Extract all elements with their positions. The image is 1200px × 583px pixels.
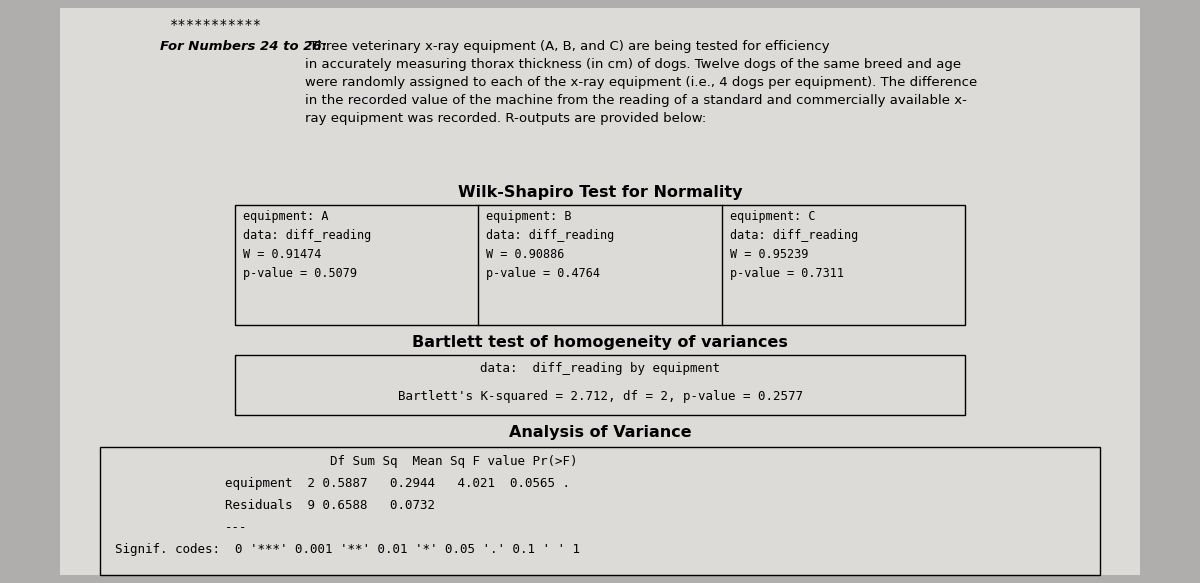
- Text: equipment: B
data: diff_reading
W = 0.90886
p-value = 0.4764: equipment: B data: diff_reading W = 0.90…: [486, 210, 614, 280]
- Text: equipment: A
data: diff_reading
W = 0.91474
p-value = 0.5079: equipment: A data: diff_reading W = 0.91…: [242, 210, 371, 280]
- Text: Analysis of Variance: Analysis of Variance: [509, 425, 691, 440]
- Text: Signif. codes:  0 '***' 0.001 '**' 0.01 '*' 0.05 '.' 0.1 ' ' 1: Signif. codes: 0 '***' 0.001 '**' 0.01 '…: [115, 543, 580, 556]
- Text: Bartlett's K-squared = 2.712, df = 2, p-value = 0.2577: Bartlett's K-squared = 2.712, df = 2, p-…: [397, 390, 803, 403]
- Text: Three veterinary x-ray equipment (A, B, and C) are being tested for efficiency
i: Three veterinary x-ray equipment (A, B, …: [305, 40, 977, 125]
- Text: For Numbers 24 to 26:: For Numbers 24 to 26:: [160, 40, 326, 53]
- Text: equipment  2 0.5887   0.2944   4.021  0.0565 .: equipment 2 0.5887 0.2944 4.021 0.0565 .: [226, 477, 570, 490]
- Text: equipment: C
data: diff_reading
W = 0.95239
p-value = 0.7311: equipment: C data: diff_reading W = 0.95…: [730, 210, 858, 280]
- Bar: [235, 205, 965, 325]
- Text: Bartlett test of homogeneity of variances: Bartlett test of homogeneity of variance…: [412, 335, 788, 350]
- Text: Residuals  9 0.6588   0.0732: Residuals 9 0.6588 0.0732: [226, 499, 436, 512]
- Bar: [235, 355, 965, 415]
- Text: Df Sum Sq  Mean Sq F value Pr(>F): Df Sum Sq Mean Sq F value Pr(>F): [256, 455, 577, 468]
- Bar: [100, 447, 1100, 575]
- Text: ---: ---: [226, 521, 247, 534]
- Text: Wilk-Shapiro Test for Normality: Wilk-Shapiro Test for Normality: [457, 185, 743, 200]
- Text: ***********: ***********: [170, 18, 262, 32]
- Text: data:  diff_reading by equipment: data: diff_reading by equipment: [480, 362, 720, 375]
